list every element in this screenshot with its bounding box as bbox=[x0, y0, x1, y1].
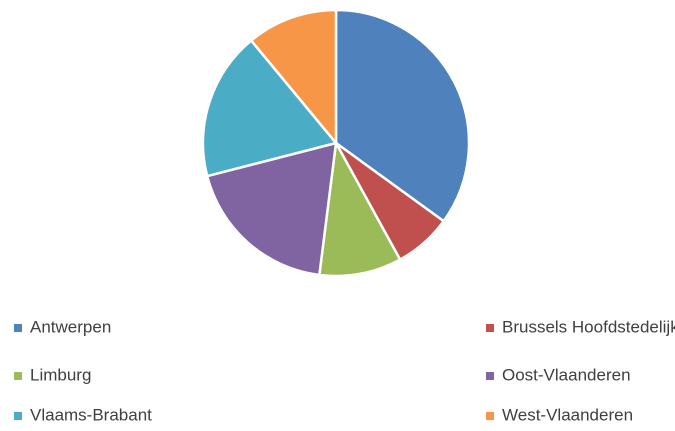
pie-slice bbox=[334, 8, 471, 223]
legend-swatch bbox=[14, 372, 22, 380]
legend-label: West-Vlaanderen bbox=[502, 405, 633, 424]
legend-label: Oost-Vlaanderen bbox=[502, 365, 631, 384]
legend-swatch bbox=[486, 324, 494, 332]
pie-slice bbox=[201, 38, 339, 178]
legend-label: Brussels Hoofdstedelijk Gewest bbox=[502, 317, 675, 336]
pie-slice bbox=[249, 8, 338, 147]
pie-slice bbox=[205, 141, 338, 277]
legend-swatch bbox=[486, 412, 494, 420]
legend-label: Limburg bbox=[30, 365, 91, 384]
legend-label: Antwerpen bbox=[30, 317, 111, 336]
legend-label: Vlaams-Brabant bbox=[30, 405, 152, 424]
pie-slice bbox=[317, 139, 402, 278]
legend-swatch bbox=[14, 412, 22, 420]
legend-swatch bbox=[14, 324, 22, 332]
legend-swatch bbox=[486, 372, 494, 380]
